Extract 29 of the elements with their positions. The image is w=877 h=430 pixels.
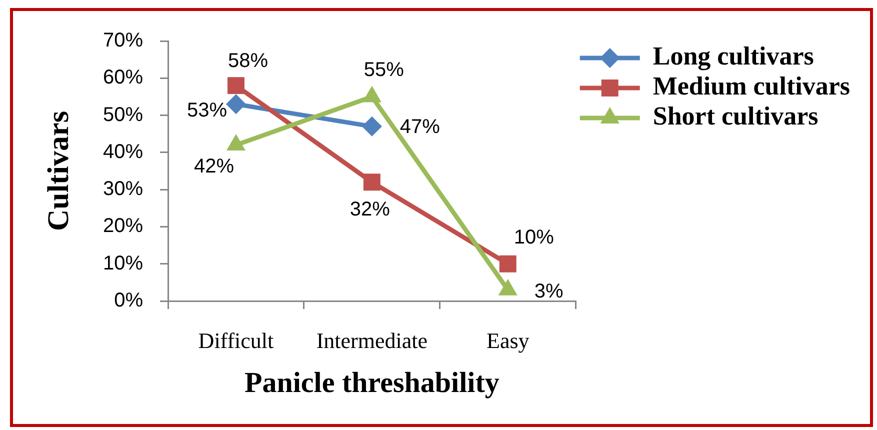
point	[499, 255, 516, 272]
y-tick-label: 10%	[102, 252, 144, 274]
data-label: 47%	[400, 116, 440, 138]
data-label: 3%	[534, 280, 564, 302]
data-label: 32%	[350, 198, 390, 221]
legend-label: Long cultivars	[652, 42, 814, 71]
data-label: 42%	[194, 156, 234, 178]
x-axis-title: Panicle threshability	[244, 367, 500, 400]
data-label: 53%	[186, 100, 228, 122]
y-axis-title: Cultivars	[42, 111, 75, 231]
y-tick-label: 50%	[102, 104, 144, 126]
y-tick-label: 30%	[102, 178, 144, 200]
point	[227, 77, 244, 94]
point	[226, 94, 246, 114]
x-tick-label: Easy	[486, 328, 530, 353]
y-tick-label: 0%	[114, 290, 144, 312]
point	[363, 174, 380, 191]
y-tick-label: 60%	[102, 66, 144, 89]
legend-label: Short cultivars	[652, 102, 818, 131]
data-label: 55%	[364, 59, 404, 82]
legend-label: Medium cultivars	[652, 72, 850, 101]
y-tick-label: 70%	[102, 30, 144, 52]
x-tick-label: Difficult	[198, 328, 274, 353]
y-tick-label: 20%	[102, 215, 144, 238]
data-label: 58%	[228, 50, 268, 72]
y-tick-label: 40%	[102, 140, 144, 163]
point	[362, 116, 382, 136]
x-tick-label: Intermediate	[316, 328, 428, 353]
data-label: 10%	[514, 226, 554, 248]
